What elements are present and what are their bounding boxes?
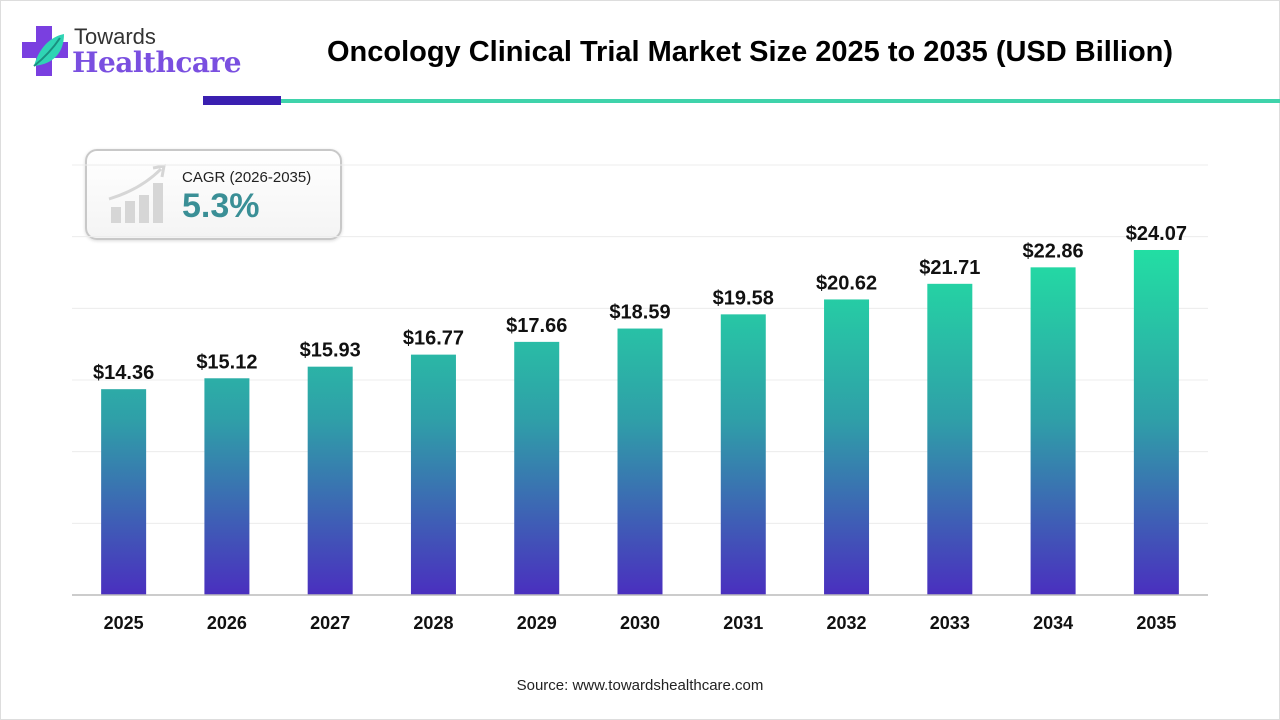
bar-2026 <box>204 378 250 595</box>
logo-text-towards: Towards <box>74 24 156 49</box>
data-label-2032: $20.62 <box>816 272 877 294</box>
bar-2032 <box>824 299 870 595</box>
cagr-label: CAGR (2026-2035) <box>182 169 312 186</box>
bar-2025 <box>101 389 147 595</box>
bar-2028 <box>410 354 456 595</box>
x-tick-label-2027: 2027 <box>310 613 350 633</box>
growth-chart-icon <box>108 164 166 223</box>
logo: Towards Healthcare <box>20 20 242 86</box>
cagr-value: 5.3% <box>182 187 260 225</box>
data-label-2033: $21.71 <box>919 257 980 279</box>
bar-2029 <box>514 341 560 595</box>
title-underline-dark <box>203 96 281 105</box>
x-tick-label-2032: 2032 <box>827 613 867 633</box>
x-tick-label-2030: 2030 <box>620 613 660 633</box>
x-tick-label-2034: 2034 <box>1033 613 1073 633</box>
logo-text-healthcare: Healthcare <box>72 46 242 79</box>
title-underline-teal <box>281 99 1280 103</box>
cagr-box: CAGR (2026-2035) 5.3% <box>85 149 342 240</box>
x-tick-label-2033: 2033 <box>930 613 970 633</box>
x-tick-label-2028: 2028 <box>413 613 453 633</box>
bar-2035 <box>1133 249 1179 595</box>
chart-title: Oncology Clinical Trial Market Size 2025… <box>326 36 1174 68</box>
bar-2033 <box>927 283 973 595</box>
source-note: Source: www.towardshealthcare.com <box>516 677 764 694</box>
data-label-2025: $14.36 <box>93 362 154 384</box>
data-label-2027: $15.93 <box>300 340 361 362</box>
data-label-2031: $19.58 <box>713 287 774 309</box>
data-label-2026: $15.12 <box>196 351 257 373</box>
x-tick-label-2025: 2025 <box>104 613 144 633</box>
bar-2034 <box>1030 267 1076 595</box>
x-tick-label-2029: 2029 <box>517 613 557 633</box>
medical-cross-leaf-icon <box>22 26 68 76</box>
x-tick-label-2035: 2035 <box>1136 613 1176 633</box>
data-label-2030: $18.59 <box>609 302 670 324</box>
data-label-2029: $17.66 <box>506 315 567 337</box>
data-label-2035: $24.07 <box>1126 223 1187 245</box>
bar-2030 <box>617 328 663 595</box>
data-label-2034: $22.86 <box>1023 240 1084 262</box>
bar-2031 <box>720 314 766 595</box>
bar-2027 <box>307 366 353 595</box>
data-label-2028: $16.77 <box>403 328 464 350</box>
x-tick-label-2031: 2031 <box>723 613 763 633</box>
x-tick-label-2026: 2026 <box>207 613 247 633</box>
